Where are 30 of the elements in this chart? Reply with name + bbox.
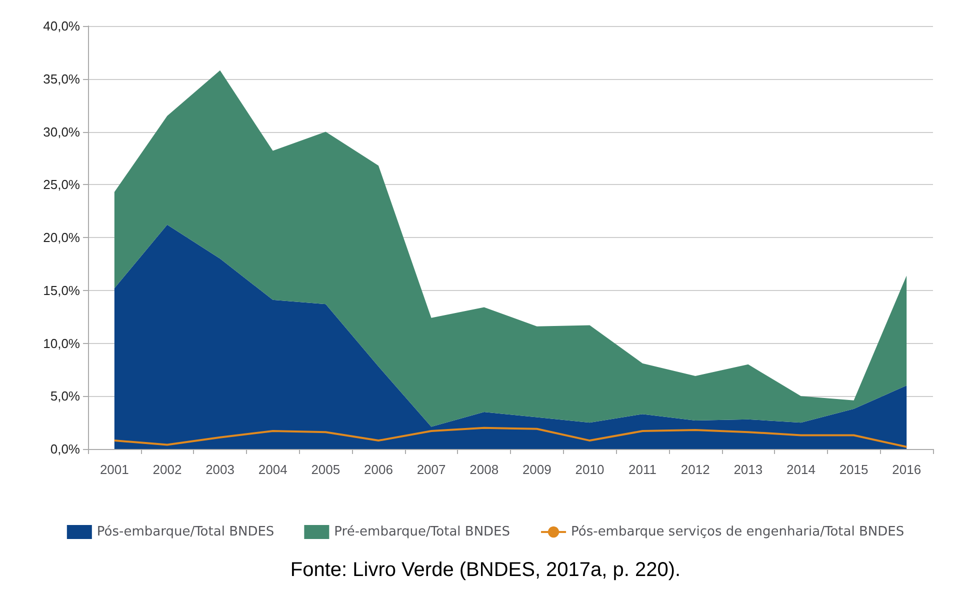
line-series [113,426,908,448]
y-tick-label: 0,0% [50,442,80,456]
y-tick-label: 30,0% [43,124,80,140]
x-tick-label: 2004 [258,462,288,477]
x-tick-label: 2014 [786,462,816,477]
legend-label: Pós-embarque/Total BNDES [96,524,274,540]
legend-label: Pré-embarque/Total BNDES [334,524,510,540]
y-tick-label: 35,0% [43,71,80,86]
x-tick-label: 2008 [470,462,499,477]
x-tick-label: 2006 [364,462,393,477]
y-tick-label: 10,0% [43,336,80,351]
y-tick-label: 20,0% [43,230,80,245]
y-tick-label: 40,0% [43,18,80,34]
x-tick-label: 2002 [152,462,182,477]
x-tick-label: 2009 [522,462,552,477]
y-tick-label: 25,0% [43,177,80,192]
x-tick-label: 2013 [734,462,763,477]
x-tick-label: 2005 [311,462,340,477]
x-tick-label: 2007 [416,462,446,477]
x-tick-label: 2001 [100,462,129,477]
x-tick-label: 2016 [892,462,922,477]
x-tick-label: 2011 [628,462,657,477]
y-tick-label: 15,0% [43,282,80,298]
y-tick-label: 5,0% [50,388,80,404]
source-note: Fonte: Livro Verde (BNDES, 2017a, p. 220). [290,559,681,581]
x-tick-label: 2012 [680,462,710,477]
x-tick-label: 2003 [206,462,234,477]
x-tick-label: 2015 [839,462,868,477]
x-tick-label: 2010 [575,462,604,477]
legend-label: Pós-embarque serviços de engenharia/Total BNDES [571,524,904,540]
